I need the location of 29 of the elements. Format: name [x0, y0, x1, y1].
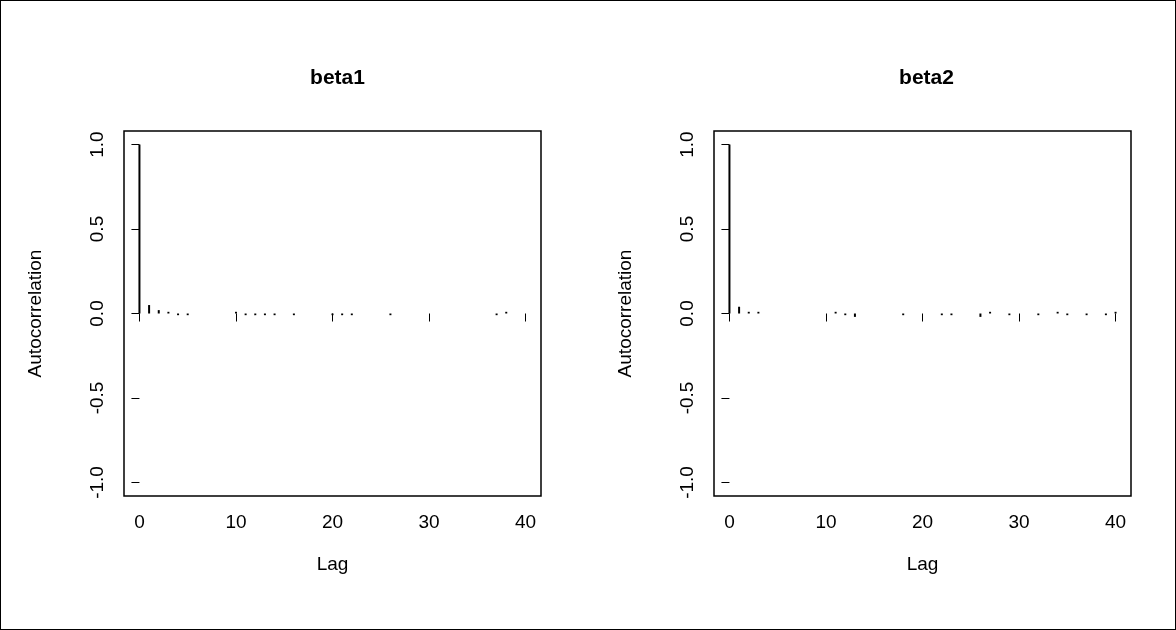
- y-tick-label: 0.5: [676, 215, 697, 243]
- y-tick-label: 0.0: [86, 300, 107, 327]
- x-tick-label: 30: [418, 511, 440, 532]
- x-tick-label: 40: [1104, 511, 1127, 532]
- x-axis-title: Lag: [906, 553, 939, 574]
- chart-title: beta1: [310, 65, 366, 88]
- y-tick-label: -0.5: [676, 381, 697, 415]
- x-tick-label: 10: [225, 511, 247, 532]
- y-tick-label: 1.0: [676, 131, 697, 158]
- y-tick-label: 0.5: [86, 215, 107, 243]
- x-tick-label: 30: [1008, 511, 1030, 532]
- y-tick-label: -1.0: [676, 466, 697, 499]
- y-axis-title: Autocorrelation: [24, 249, 45, 378]
- y-tick-label: -1.0: [86, 466, 107, 499]
- y-tick-label: 1.0: [86, 131, 107, 158]
- bar: [157, 310, 160, 314]
- y-tick-label: -0.5: [86, 381, 107, 415]
- x-tick-label: 10: [815, 511, 837, 532]
- bar: [148, 305, 151, 314]
- x-tick-label: 40: [514, 511, 537, 532]
- x-tick-label: 0: [724, 511, 735, 532]
- x-tick-label: 20: [911, 511, 934, 532]
- x-axis-title: Lag: [316, 553, 349, 574]
- y-axis-title: Autocorrelation: [614, 249, 635, 378]
- y-tick-label: 0.0: [676, 300, 697, 327]
- x-tick-label: 20: [321, 511, 344, 532]
- x-tick-label: 0: [134, 511, 145, 532]
- bar: [738, 306, 741, 314]
- chart-title: beta2: [899, 65, 954, 88]
